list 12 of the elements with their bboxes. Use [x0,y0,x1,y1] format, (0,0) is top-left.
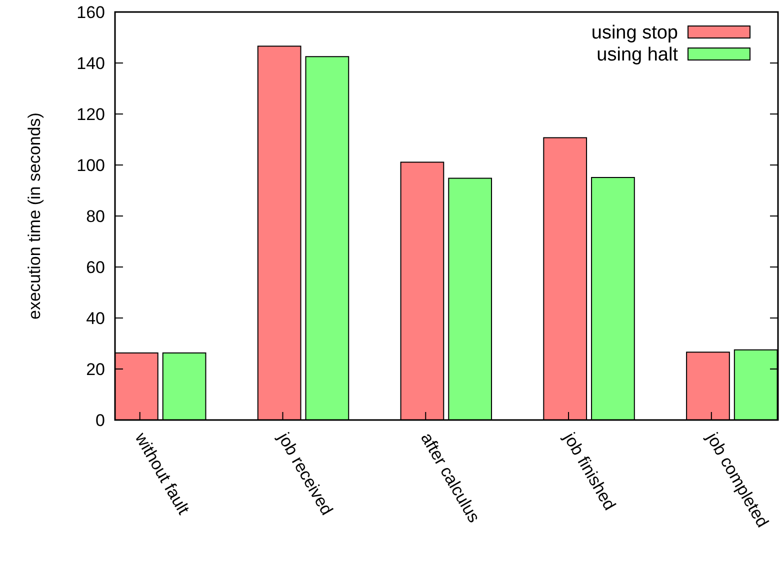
y-tick-label: 100 [76,156,105,175]
y-tick-label: 0 [96,410,105,430]
y-tick-label: 80 [86,206,105,226]
y-tick-label: 20 [86,360,105,379]
y-tick-label: 140 [76,54,105,73]
legend-label: using halt [596,44,679,66]
y-tick-label: 120 [76,104,105,124]
y-tick-label: 60 [86,258,105,277]
y-tick-label: 40 [86,308,105,328]
y-axis-title: execution time (in seconds) [25,112,44,320]
legend-label: using stop [591,22,678,44]
y-tick-label: 160 [76,2,105,22]
